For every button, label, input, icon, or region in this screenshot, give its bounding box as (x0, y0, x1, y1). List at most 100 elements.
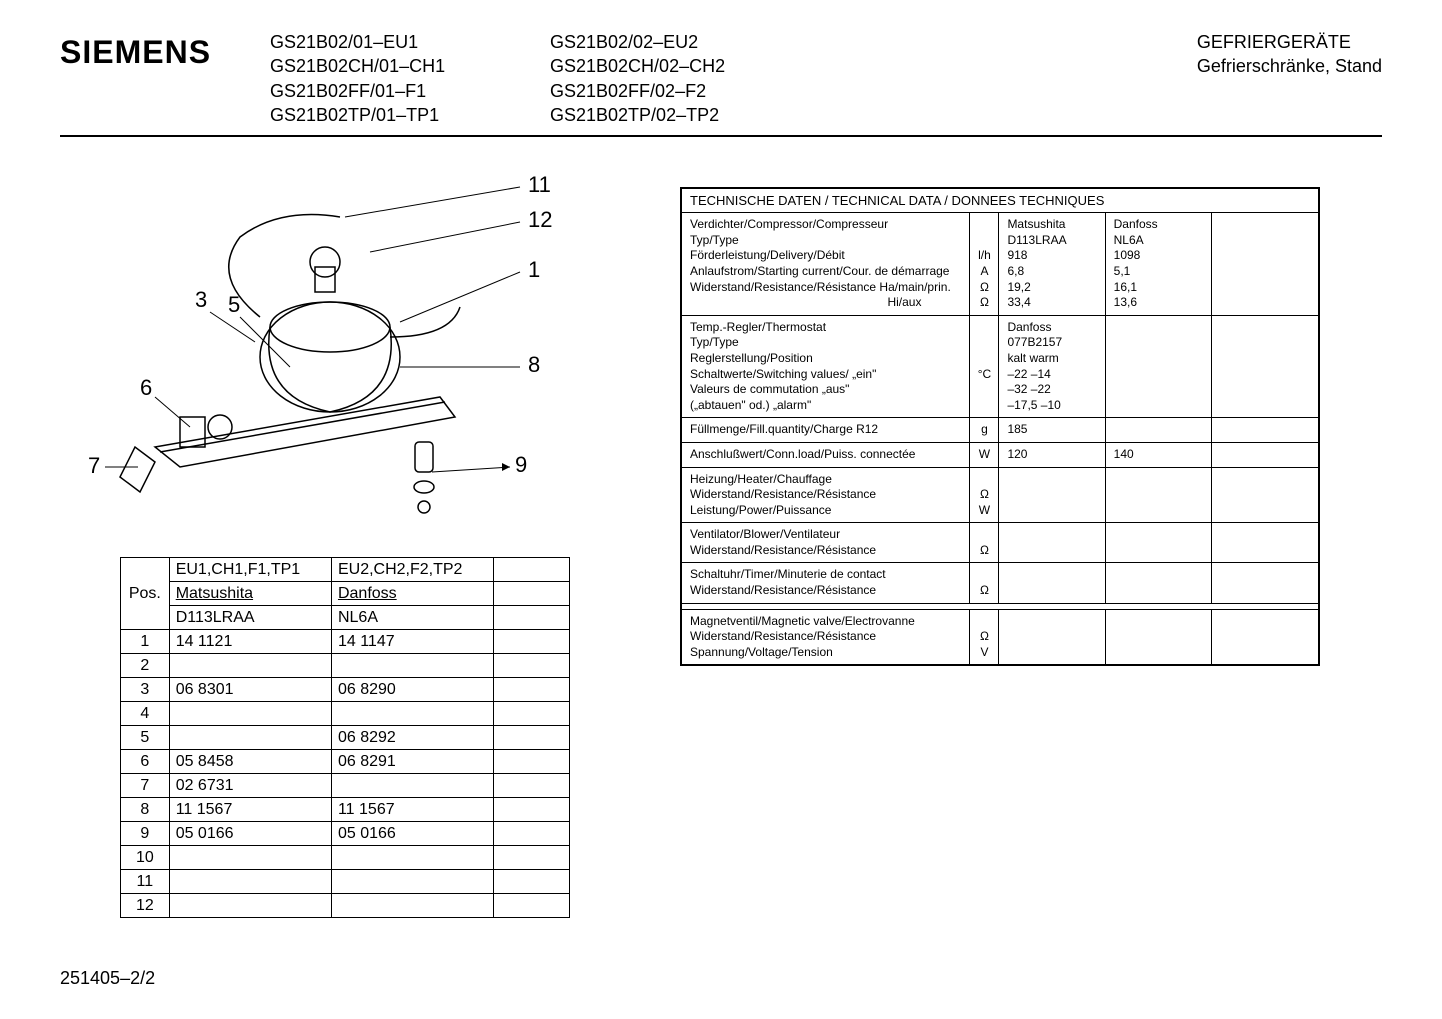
tech-unit: Ω W (970, 468, 999, 523)
callout-8: 8 (528, 352, 540, 377)
table-row: 114 112114 1147 (121, 630, 570, 654)
diagram-svg: 11 12 1 8 9 3 5 6 7 (60, 167, 570, 527)
tech-label: Anschlußwert/Conn.load/Puiss. connectée (682, 443, 970, 467)
tech-thermostat-row: Temp.-Regler/Thermostat Typ/Type Reglers… (682, 316, 1318, 419)
part-cell (494, 702, 570, 726)
val-line: D113LRAA (1007, 233, 1096, 249)
part-cell (331, 702, 493, 726)
sub-cell (494, 606, 570, 630)
label-line: Typ/Type (690, 233, 961, 249)
tech-val-2 (1106, 316, 1212, 418)
tech-unit: W (970, 443, 999, 467)
tech-val-1 (999, 468, 1105, 523)
right-column: TECHNISCHE DATEN / TECHNICAL DATA / DONN… (680, 167, 1320, 918)
part-cell: 05 0166 (169, 822, 331, 846)
pos-cell: 10 (121, 846, 170, 870)
table-row: 605 845806 8291 (121, 750, 570, 774)
pos-cell: 9 (121, 822, 170, 846)
tech-val-2: 140 (1106, 443, 1212, 467)
part-cell: 14 1147 (331, 630, 493, 654)
tech-val-2 (1106, 468, 1212, 523)
label-line: Hi/aux (690, 295, 961, 311)
tech-val-2 (1106, 563, 1212, 602)
model-line: GS21B02FF/01–F1 (270, 79, 550, 103)
part-cell (494, 894, 570, 918)
part-cell (494, 750, 570, 774)
val-line: 1098 (1114, 248, 1203, 264)
category-line: GEFRIERGERÄTE (1197, 30, 1382, 54)
label-line: Spannung/Voltage/Tension (690, 645, 961, 661)
label-line: Magnetventil/Magnetic valve/Electrovanne (690, 614, 961, 630)
tech-val-2 (1106, 418, 1212, 442)
table-row: 12 (121, 894, 570, 918)
part-cell (331, 654, 493, 678)
val-line: –22 –14 (1007, 367, 1096, 383)
part-cell: 06 8292 (331, 726, 493, 750)
unit-line: Ω (972, 280, 996, 296)
col-header: EU2,CH2,F2,TP2 (331, 558, 493, 582)
tech-val-3 (1212, 213, 1318, 315)
pos-cell: 2 (121, 654, 170, 678)
unit-line: Ω (972, 487, 996, 503)
part-cell (494, 678, 570, 702)
table-row: 811 156711 1567 (121, 798, 570, 822)
label-line: Typ/Type (690, 335, 961, 351)
tech-val-1: Matsushita D113LRAA 918 6,8 19,2 33,4 (999, 213, 1105, 315)
part-cell (169, 870, 331, 894)
val-line: 16,1 (1114, 280, 1203, 296)
tech-unit: Ω (970, 563, 999, 602)
val-line: –17,5 –10 (1007, 398, 1096, 414)
sub-cell: D113LRAA (169, 606, 331, 630)
parts-table: Pos. EU1,CH1,F1,TP1 EU2,CH2,F2,TP2 Matsu… (120, 557, 570, 918)
part-cell (494, 822, 570, 846)
pos-cell: 3 (121, 678, 170, 702)
label-line: Widerstand/Resistance/Résistance (690, 629, 961, 645)
part-cell (169, 846, 331, 870)
brand-logo: SIEMENS (60, 30, 270, 71)
tech-label: Verdichter/Compressor/Compresseur Typ/Ty… (682, 213, 970, 315)
tech-label: Schaltuhr/Timer/Minuterie de contact Wid… (682, 563, 970, 602)
part-cell: 11 1567 (169, 798, 331, 822)
tech-title: TECHNISCHE DATEN / TECHNICAL DATA / DONN… (682, 189, 1318, 213)
tech-val-3 (1212, 610, 1318, 665)
part-cell (331, 846, 493, 870)
models-column-2: GS21B02/02–EU2 GS21B02CH/02–CH2 GS21B02F… (550, 30, 830, 127)
part-cell (494, 846, 570, 870)
tech-val-3 (1212, 418, 1318, 442)
table-row: 2 (121, 654, 570, 678)
part-cell (331, 774, 493, 798)
tech-label: Füllmenge/Fill.quantity/Charge R12 (682, 418, 970, 442)
tech-fill-row: Füllmenge/Fill.quantity/Charge R12 g 185 (682, 418, 1318, 443)
unit-line: Ω (972, 629, 996, 645)
part-cell (494, 630, 570, 654)
label-line: Verdichter/Compressor/Compresseur (690, 217, 961, 233)
callout-3: 3 (195, 287, 207, 312)
pos-cell: 7 (121, 774, 170, 798)
tech-blower-row: Ventilator/Blower/Ventilateur Widerstand… (682, 523, 1318, 563)
sub-cell: Matsushita (169, 582, 331, 606)
part-cell (169, 654, 331, 678)
unit-line: V (972, 645, 996, 661)
val-line: 077B2157 (1007, 335, 1096, 351)
part-cell (494, 774, 570, 798)
unit-line: A (972, 264, 996, 280)
model-line: GS21B02FF/02–F2 (550, 79, 830, 103)
technical-data-table: TECHNISCHE DATEN / TECHNICAL DATA / DONN… (680, 187, 1320, 666)
model-line: GS21B02/01–EU1 (270, 30, 550, 54)
parts-sub2-row: D113LRAA NL6A (121, 606, 570, 630)
pos-cell: 12 (121, 894, 170, 918)
content: 11 12 1 8 9 3 5 6 7 Pos. EU1,CH1,F1,TP1 … (60, 167, 1382, 918)
pos-cell: 6 (121, 750, 170, 774)
table-row: 4 (121, 702, 570, 726)
exploded-diagram: 11 12 1 8 9 3 5 6 7 (60, 167, 570, 527)
unit-line: l/h (972, 248, 996, 264)
pos-cell: 8 (121, 798, 170, 822)
label-line: Förderleistung/Delivery/Débit (690, 248, 961, 264)
tech-label: Temp.-Regler/Thermostat Typ/Type Reglers… (682, 316, 970, 418)
val-line: 918 (1007, 248, 1096, 264)
tech-timer-row: Schaltuhr/Timer/Minuterie de contact Wid… (682, 563, 1318, 603)
callout-9: 9 (515, 452, 527, 477)
tech-compressor-row: Verdichter/Compressor/Compresseur Typ/Ty… (682, 213, 1318, 316)
tech-load-row: Anschlußwert/Conn.load/Puiss. connectée … (682, 443, 1318, 468)
label-line: Anlaufstrom/Starting current/Cour. de dé… (690, 264, 961, 280)
